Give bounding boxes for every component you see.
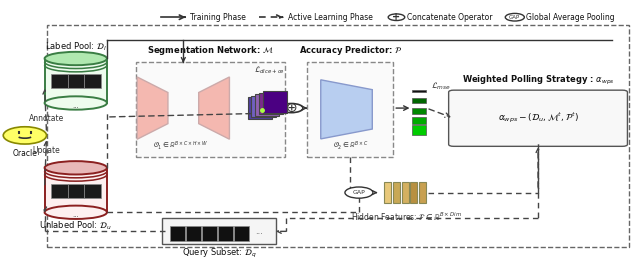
- Ellipse shape: [45, 52, 107, 65]
- FancyBboxPatch shape: [449, 90, 627, 146]
- Text: Oracle: Oracle: [12, 149, 37, 159]
- Text: Query Subset: $\mathcal{D}_q$: Query Subset: $\mathcal{D}_q$: [182, 247, 256, 260]
- Ellipse shape: [45, 206, 107, 219]
- FancyBboxPatch shape: [307, 62, 394, 157]
- FancyBboxPatch shape: [136, 62, 285, 157]
- FancyBboxPatch shape: [202, 226, 217, 241]
- FancyBboxPatch shape: [218, 226, 233, 241]
- Text: GAP: GAP: [509, 15, 520, 20]
- Text: Unlabed Pool: $\mathcal{D}_u$: Unlabed Pool: $\mathcal{D}_u$: [40, 219, 112, 232]
- FancyBboxPatch shape: [401, 182, 408, 203]
- FancyBboxPatch shape: [67, 184, 84, 198]
- FancyBboxPatch shape: [263, 91, 287, 113]
- FancyBboxPatch shape: [248, 97, 272, 119]
- Text: Global Average Pooling: Global Average Pooling: [526, 13, 615, 22]
- Text: Weighted Polling Strategy : $\alpha_{wps}$: Weighted Polling Strategy : $\alpha_{wps…: [461, 74, 614, 87]
- Text: ...: ...: [72, 103, 79, 109]
- FancyBboxPatch shape: [163, 218, 276, 244]
- FancyBboxPatch shape: [410, 182, 417, 203]
- Ellipse shape: [45, 96, 107, 110]
- Text: $\alpha_{wps} - (\mathcal{D}_u, \mathcal{M}^t, \mathcal{P}^t)$: $\alpha_{wps} - (\mathcal{D}_u, \mathcal…: [498, 111, 579, 125]
- Text: Training Phase: Training Phase: [190, 13, 246, 22]
- Text: +: +: [392, 12, 401, 22]
- FancyBboxPatch shape: [412, 107, 426, 113]
- FancyBboxPatch shape: [234, 226, 249, 241]
- FancyBboxPatch shape: [51, 184, 67, 198]
- FancyBboxPatch shape: [412, 125, 426, 135]
- Text: Active Learning Phase: Active Learning Phase: [288, 13, 373, 22]
- Text: $\mathcal{O}_2 \in \mathbb{R}^{B \times C}$: $\mathcal{O}_2 \in \mathbb{R}^{B \times …: [333, 139, 368, 152]
- FancyBboxPatch shape: [67, 74, 84, 88]
- Text: GAP: GAP: [353, 190, 365, 195]
- Circle shape: [345, 187, 373, 198]
- Text: Update: Update: [33, 146, 60, 155]
- FancyBboxPatch shape: [412, 90, 426, 92]
- Text: $\mathcal{O}_1 \in \mathbb{R}^{B \times C \times H \times W}$: $\mathcal{O}_1 \in \mathbb{R}^{B \times …: [152, 139, 208, 152]
- FancyBboxPatch shape: [170, 226, 185, 241]
- FancyBboxPatch shape: [84, 184, 100, 198]
- Polygon shape: [137, 77, 168, 139]
- FancyBboxPatch shape: [255, 94, 280, 116]
- Text: $\oplus$: $\oplus$: [285, 101, 298, 115]
- Circle shape: [3, 127, 47, 144]
- Text: Accuracy Predictor: $\mathcal{P}$: Accuracy Predictor: $\mathcal{P}$: [299, 44, 402, 57]
- FancyBboxPatch shape: [259, 93, 284, 114]
- Circle shape: [388, 14, 404, 20]
- FancyBboxPatch shape: [412, 99, 426, 103]
- Text: $\mathcal{L}_{mse}$: $\mathcal{L}_{mse}$: [431, 81, 451, 92]
- Text: ...: ...: [72, 212, 79, 219]
- Ellipse shape: [45, 161, 107, 174]
- Polygon shape: [198, 77, 230, 139]
- Text: Labed Pool: $\mathcal{D}_l$: Labed Pool: $\mathcal{D}_l$: [45, 41, 107, 53]
- Circle shape: [280, 103, 303, 113]
- Text: Annotate: Annotate: [29, 114, 64, 123]
- FancyBboxPatch shape: [384, 182, 391, 203]
- Text: $\mathcal{L}_{dice+ce}$: $\mathcal{L}_{dice+ce}$: [253, 64, 285, 76]
- Text: Hidden Features: $\mathcal{F} \in \mathbb{R}^{B \times Dim}$: Hidden Features: $\mathcal{F} \in \mathb…: [351, 210, 461, 223]
- FancyBboxPatch shape: [419, 182, 426, 203]
- FancyBboxPatch shape: [51, 74, 67, 88]
- Text: ...: ...: [255, 227, 263, 236]
- Circle shape: [505, 13, 524, 21]
- FancyBboxPatch shape: [252, 96, 276, 117]
- FancyBboxPatch shape: [45, 168, 107, 212]
- FancyBboxPatch shape: [45, 58, 107, 103]
- FancyBboxPatch shape: [393, 182, 399, 203]
- FancyBboxPatch shape: [84, 74, 100, 88]
- Text: Concatenate Operator: Concatenate Operator: [406, 13, 492, 22]
- Text: Segmentation Network: $\mathcal{M}$: Segmentation Network: $\mathcal{M}$: [147, 44, 274, 57]
- FancyBboxPatch shape: [412, 117, 426, 124]
- Polygon shape: [321, 80, 372, 139]
- FancyBboxPatch shape: [186, 226, 201, 241]
